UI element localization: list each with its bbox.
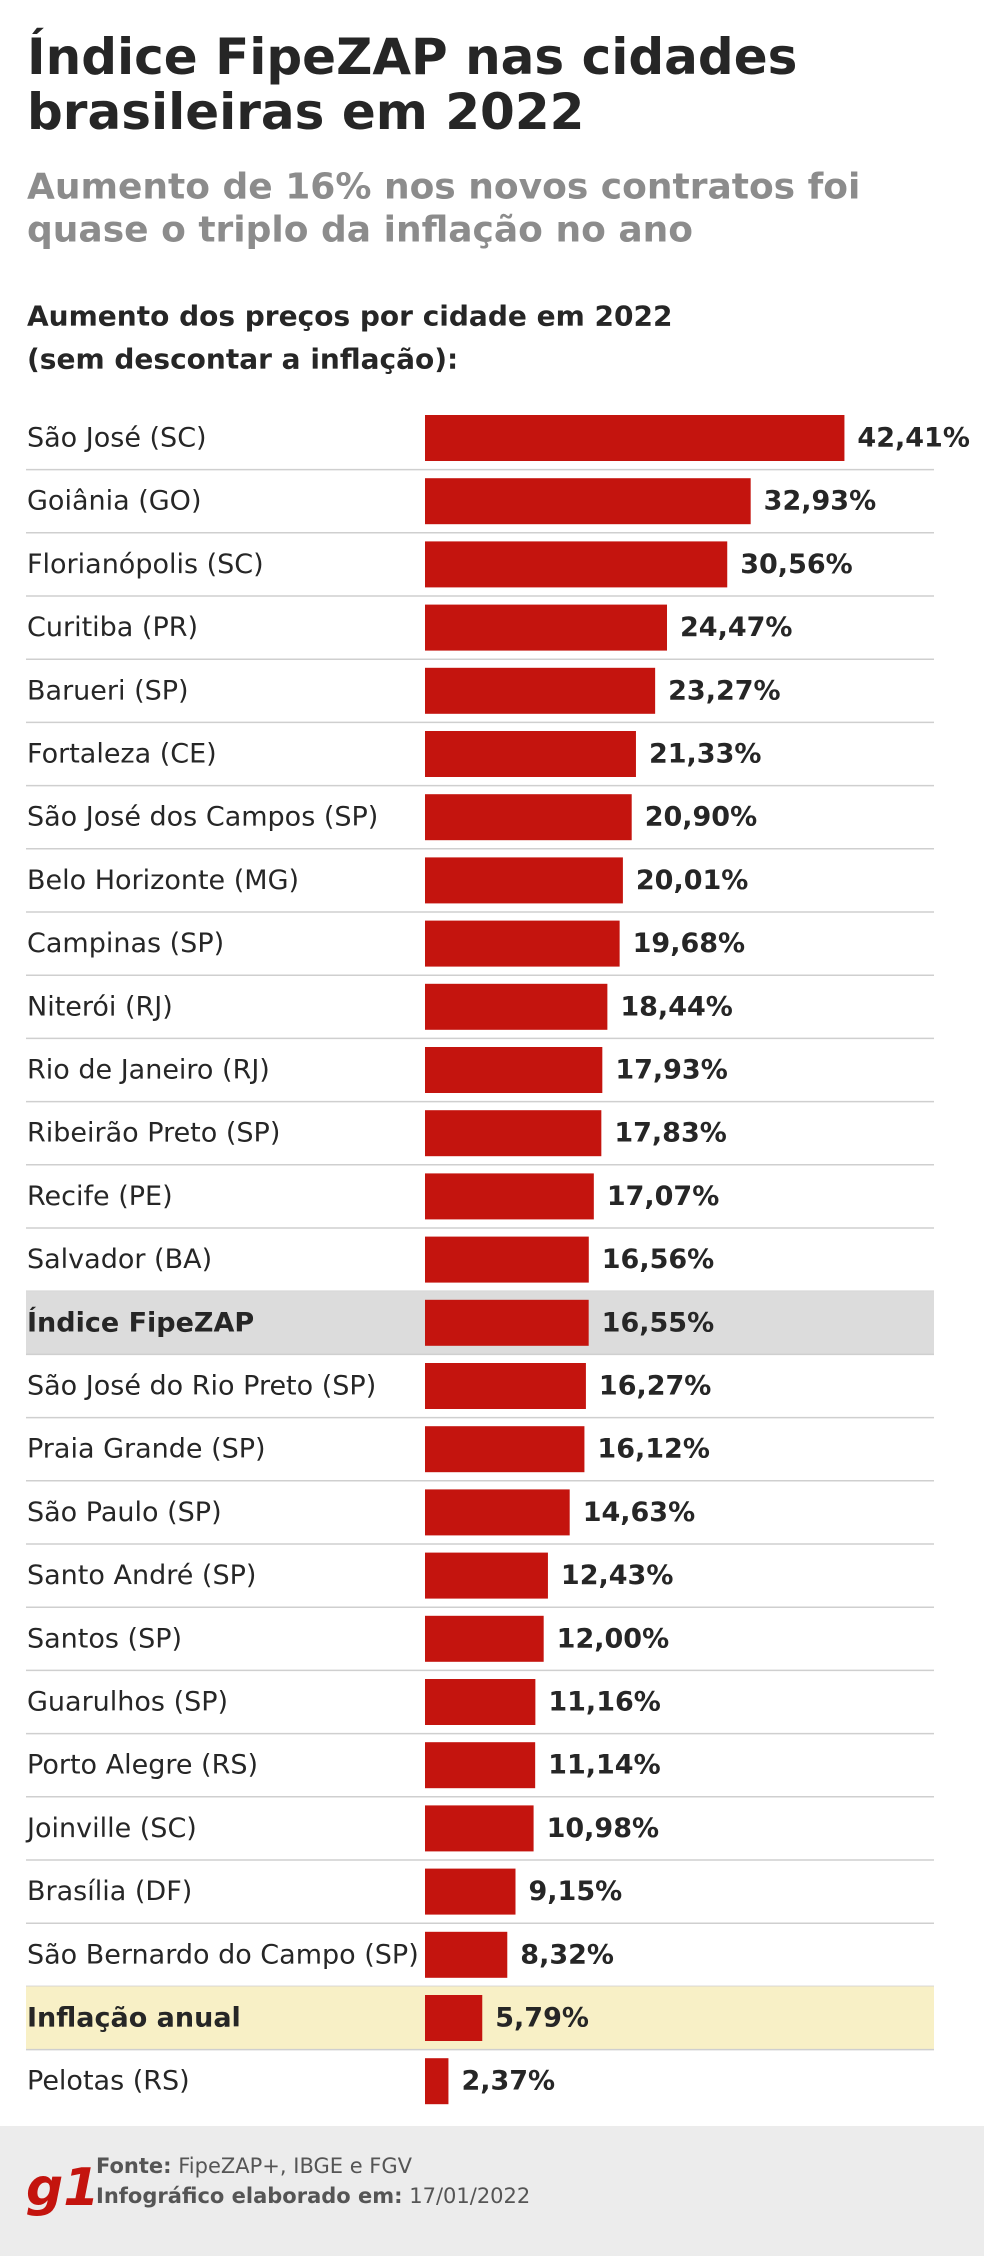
value-label: 16,56% [602,1244,714,1275]
chart-heading: (sem descontar a inflação): [27,343,458,376]
category-label: São José dos Campos (SP) [27,802,378,833]
title-line: brasileiras em 2022 [27,83,584,141]
bar [425,1236,589,1283]
bar [425,920,620,967]
category-label: Brasília (DF) [27,1876,192,1907]
category-label: São José (SC) [27,423,207,454]
footer-date: Infográfico elaborado em: 17/01/2022 [96,2184,530,2208]
value-label: 17,07% [607,1181,719,1212]
value-label: 12,43% [561,1560,673,1591]
value-label: 12,00% [557,1623,669,1654]
date-label: Infográfico elaborado em: [96,2184,403,2208]
value-label: 19,68% [633,928,745,959]
bar [425,478,751,525]
category-label: Praia Grande (SP) [27,1434,266,1465]
value-label: 11,16% [548,1687,660,1718]
bar [425,1363,586,1409]
bar [425,1995,483,2041]
value-label: 32,93% [764,486,876,517]
subtitle-line: quase o triplo da inflação no ano [27,210,693,251]
category-label: Ribeirão Preto (SP) [27,1118,280,1149]
bar [425,1742,536,1789]
value-label: 23,27% [668,675,780,706]
category-label: Curitiba (PR) [27,612,198,643]
category-label: São Paulo (SP) [27,1497,222,1528]
category-label: Barueri (SP) [27,675,189,706]
category-label: Niterói (RJ) [27,991,173,1022]
bar [425,1047,603,1093]
bar [425,857,623,904]
category-label: Inflação anual [27,2003,241,2034]
category-label: Campinas (SP) [27,928,224,959]
category-label: Santo André (SP) [27,1560,256,1591]
bar [425,1679,536,1725]
rows: São José (SC) 42,41% Goiânia (GO) 32,93% Flo… [25,415,970,2105]
category-label: Joinville (SC) [25,1813,197,1844]
bar [425,541,728,588]
bar [425,731,636,777]
source-label: Fonte: [96,2154,172,2178]
category-label: Fortaleza (CE) [27,739,217,770]
value-label: 16,55% [602,1307,714,1338]
footer-background [0,2126,984,2256]
value-label: 20,01% [636,865,748,896]
subtitle-line: Aumento de 16% nos novos contratos foi [27,167,860,208]
source: FipeZAP+, IBGE e FGV [178,2154,412,2178]
category-label: Santos (SP) [27,1623,182,1654]
value-label: 21,33% [649,739,761,770]
bar [425,794,632,841]
value-label: 9,15% [528,1876,622,1907]
bar [425,415,845,461]
value-label: 16,12% [597,1434,709,1465]
value-label: 2,37% [461,2066,555,2097]
category-label: Salvador (BA) [27,1244,212,1275]
value-label: 30,56% [740,549,852,580]
bar [425,1615,544,1662]
bar [425,1489,570,1536]
value-label: 16,27% [599,1371,711,1402]
logo: g1 [26,2158,99,2218]
bar [425,1931,508,1978]
date: 17/01/2022 [409,2184,530,2208]
value-label: 42,41% [857,423,969,454]
value-label: 17,83% [614,1118,726,1149]
category-label: Florianópolis (SC) [27,549,264,580]
value-label: 17,93% [615,1055,727,1086]
value-label: 24,47% [680,612,792,643]
value-label: 11,14% [548,1750,660,1781]
bar [425,667,656,714]
footer-source: Fonte: FipeZAP+, IBGE e FGV [96,2154,413,2178]
chart-heading: Aumento dos preços por cidade em 2022 [27,300,672,333]
value-label: 5,79% [495,2003,589,2034]
bar [425,983,608,1030]
bar [425,1805,534,1852]
value-label: 8,32% [520,1939,614,1970]
title-line: Índice FipeZAP nas cidades [27,27,797,86]
bar [425,1868,516,1915]
bar [425,1426,585,1473]
category-label: Belo Horizonte (MG) [27,865,299,896]
category-label: Pelotas (RS) [27,2066,190,2097]
value-label: 14,63% [583,1497,695,1528]
value-label: 20,90% [645,802,757,833]
value-label: 18,44% [620,991,732,1022]
bar [425,604,668,651]
bar [425,1173,594,1220]
category-label: São Bernardo do Campo (SP) [27,1939,419,1970]
category-label: Goiânia (GO) [27,486,201,517]
bar [425,1110,602,1157]
category-label: Guarulhos (SP) [27,1687,228,1718]
category-label: Rio de Janeiro (RJ) [27,1055,270,1086]
category-label: Recife (PE) [27,1181,173,1212]
bar [425,1552,548,1599]
bar [425,2058,449,2105]
category-label: Índice FipeZAP [27,1306,254,1338]
category-label: São José do Rio Preto (SP) [27,1371,376,1402]
bar [425,1299,589,1346]
category-label: Porto Alegre (RS) [27,1750,258,1781]
value-label: 10,98% [547,1813,659,1844]
